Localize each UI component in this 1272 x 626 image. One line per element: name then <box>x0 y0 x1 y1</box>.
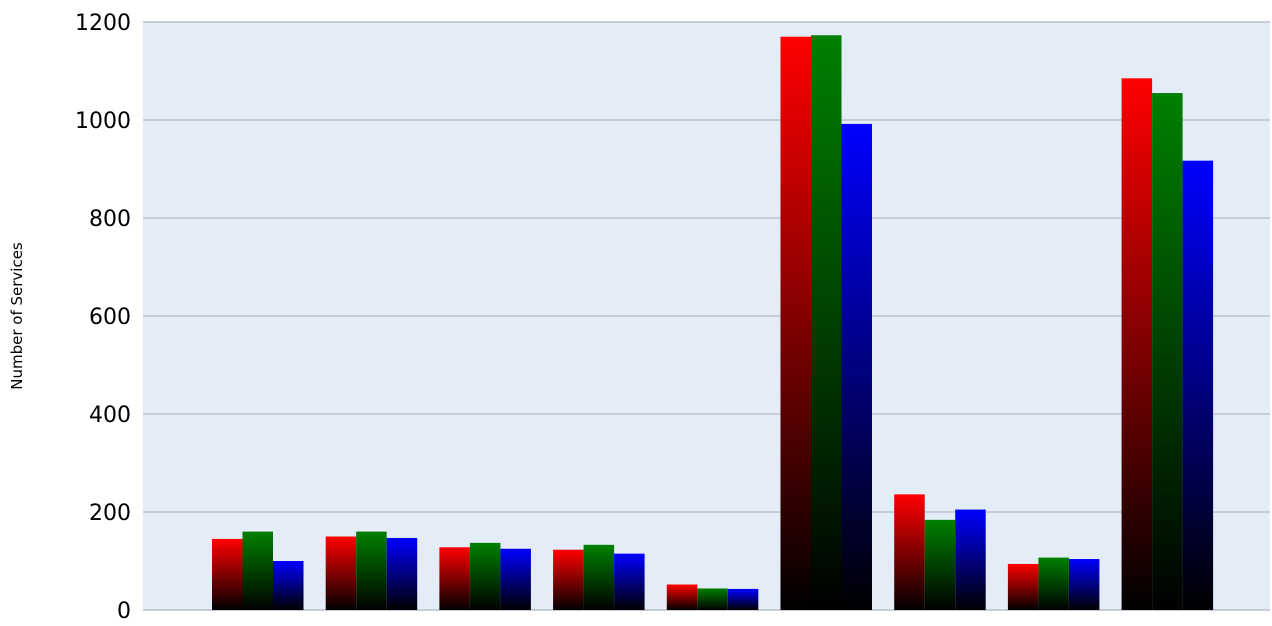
bar-group-3-series-1 <box>439 547 470 610</box>
bar-group-4-series-2 <box>583 544 615 610</box>
bar-group-7-series-2 <box>924 519 956 610</box>
y-axis-ticks: 0 200 400 600 800 1000 1200 <box>75 11 131 624</box>
bar-group-5-series-1 <box>666 584 698 610</box>
bar-group-8-series-1 <box>1007 563 1039 610</box>
y-tick-label: 400 <box>89 403 131 428</box>
bar-group-2-series-2 <box>356 531 387 610</box>
bar-group-1-series-3 <box>273 561 304 610</box>
bar-group-6-series-3 <box>841 123 872 611</box>
bar-group-3-series-3 <box>500 548 531 610</box>
bars <box>212 35 1214 611</box>
y-tick-label: 800 <box>89 207 131 232</box>
bar-group-4-series-1 <box>553 549 584 610</box>
bar-group-6-series-2 <box>811 35 842 611</box>
bar-group-5-series-3 <box>727 588 759 610</box>
bar-group-9-series-1 <box>1121 78 1153 611</box>
bar-group-1-series-1 <box>212 538 243 610</box>
y-tick-label: 0 <box>117 599 131 622</box>
bar-group-6-series-1 <box>780 36 811 610</box>
bar-group-9-series-2 <box>1152 93 1183 611</box>
bar-group-2-series-1 <box>325 536 357 610</box>
y-tick-label: 1200 <box>75 11 131 36</box>
bar-group-1-series-2 <box>242 531 273 610</box>
bar-group-5-series-2 <box>697 588 728 610</box>
bar-group-4-series-3 <box>614 553 645 610</box>
y-axis-title: Number of Services <box>8 242 26 390</box>
bar-group-2-series-3 <box>386 537 418 610</box>
bar-group-9-series-3 <box>1182 160 1214 611</box>
bar-group-7-series-3 <box>955 509 986 610</box>
y-tick-label: 600 <box>89 305 131 330</box>
y-tick-label: 200 <box>89 501 131 526</box>
bar-group-8-series-2 <box>1038 557 1069 610</box>
bar-group-8-series-3 <box>1068 559 1100 610</box>
bar-group-3-series-2 <box>469 542 501 610</box>
bar-group-7-series-1 <box>894 494 925 610</box>
y-tick-label: 1000 <box>75 109 131 134</box>
